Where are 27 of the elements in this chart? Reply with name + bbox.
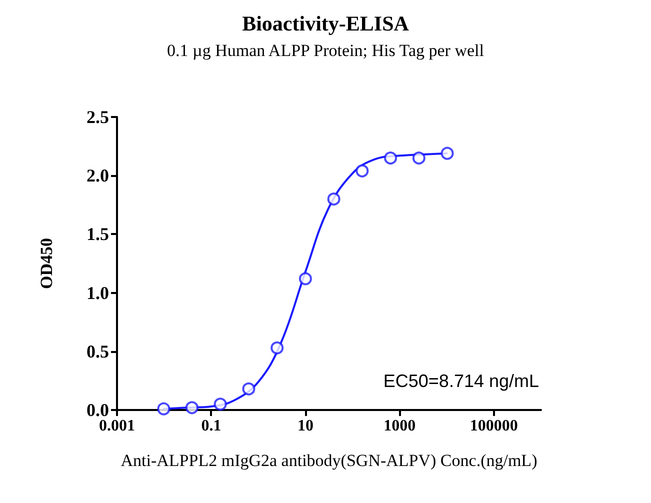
y-axis-title: OD450	[37, 238, 56, 289]
chart-title: Bioactivity-ELISA	[242, 12, 410, 36]
point	[327, 192, 340, 206]
y-tick-label: 2.5	[86, 107, 109, 127]
point	[242, 382, 256, 396]
point	[412, 152, 426, 165]
point	[214, 398, 227, 411]
point	[440, 146, 454, 160]
x-axis-title: Anti-ALPPL2 mIgG2a antibody(SGN-ALPV) Conc.(ng/mL)	[120, 451, 538, 470]
y-tick-label: 1.0	[86, 282, 109, 303]
annotation: EC50=8.714 ng/mL	[383, 371, 540, 391]
x-tick-label: 100000	[470, 418, 518, 434]
y-tick-label: 0.0	[86, 400, 109, 420]
x-tick-label: 10	[297, 418, 314, 434]
point	[298, 272, 312, 286]
x-tick-label: 0.1	[201, 418, 222, 434]
point	[157, 402, 170, 416]
y-tick-label: 1.5	[86, 224, 109, 244]
y-tick-label: 2.0	[86, 166, 109, 186]
point	[384, 152, 398, 165]
chart-subtitle: 0.1 µg Human ALPP Protein; His Tag per well	[167, 41, 484, 60]
x-tick-label: 1000	[384, 418, 416, 434]
point	[185, 401, 198, 414]
point	[356, 164, 369, 178]
y-tick-label: 0.5	[86, 341, 109, 362]
x-tick-label: 0.001	[99, 418, 135, 434]
point	[270, 341, 284, 354]
